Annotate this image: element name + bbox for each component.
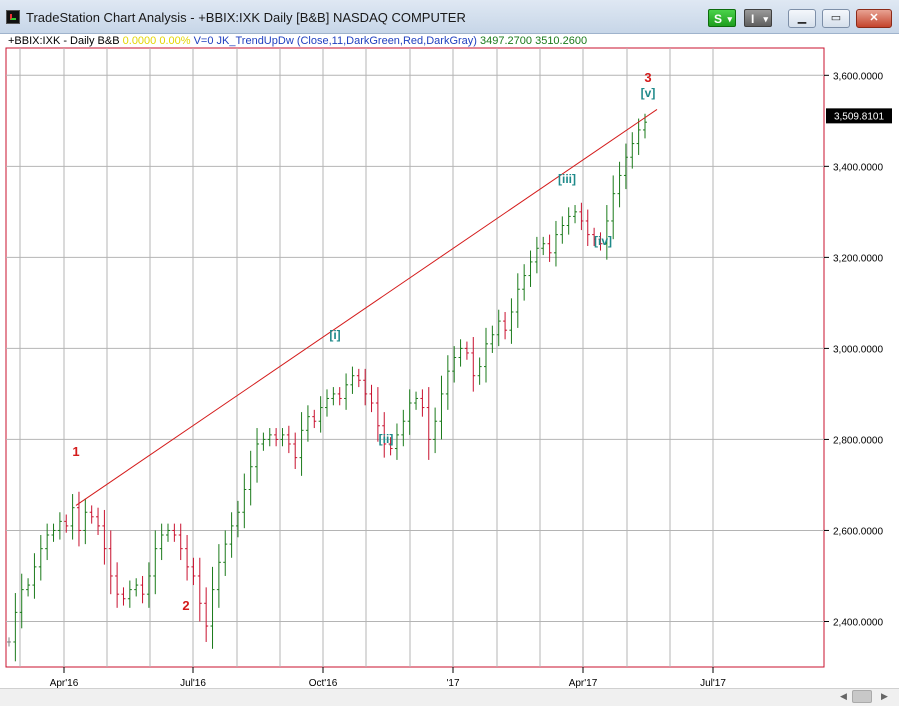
wave-label: 2 [182,598,189,613]
x-tick-label: Apr'16 [50,678,79,689]
maximize-icon: ▭ [830,12,842,24]
wave-label: [iii] [558,172,576,186]
y-tick-label: 3,600.0000 [833,71,883,82]
minimize-button[interactable]: ▁ [788,9,816,28]
trendline [75,109,658,506]
last-price-label: 3,509.8101 [834,111,884,122]
plot-border [5,47,825,668]
wave-label: 3 [644,70,651,85]
legend-symbol: +BBIX:IXK - Daily B&B [8,35,120,47]
wave-label: [ii] [379,432,394,446]
x-tick-label: Oct'16 [309,678,338,689]
legend-value2: 3510.2600 [535,35,588,47]
x-tick-label: Jul'16 [180,678,206,689]
horizontal-scrollbar[interactable] [0,688,899,706]
scroll-thumb[interactable] [852,690,872,703]
chart-legend: +BBIX:IXK - Daily B&B 0.0000 0.00% V=0 J… [8,35,587,47]
window-title: TradeStation Chart Analysis - +BBIX:IXK … [26,10,466,25]
y-tick-label: 3,400.0000 [833,162,883,173]
wave-label: [i] [329,328,340,342]
x-tick-label: Jul'17 [700,678,726,689]
close-button[interactable]: ✕ [856,9,892,28]
y-tick-label: 2,800.0000 [833,435,883,446]
scroll-left-icon[interactable]: ◀ [840,691,847,701]
tradestation-app-icon [6,10,20,24]
strategy-button[interactable]: S [708,9,736,28]
y-tick-label: 2,400.0000 [833,617,883,628]
x-tick-label: '17 [446,678,459,689]
close-icon: ✕ [869,12,879,24]
wave-label: [iv] [594,234,612,248]
y-tick-label: 3,000.0000 [833,344,883,355]
scroll-right-icon[interactable]: ▶ [881,691,888,701]
minimize-icon: ▁ [797,12,807,24]
x-tick-label: Apr'17 [569,678,598,689]
legend-indicator: V=0 JK_TrendUpDw (Close,11,DarkGreen,Red… [193,35,477,47]
title-bar: TradeStation Chart Analysis - +BBIX:IXK … [0,0,899,34]
wave-label: 1 [72,444,79,459]
maximize-button[interactable]: ▭ [822,9,850,28]
wave-label: [v] [641,86,656,100]
indicator-button[interactable]: I [744,9,772,28]
y-tick-label: 2,600.0000 [833,526,883,537]
legend-change: 0.0000 0.00% [122,35,191,47]
last-price-marker [826,108,892,124]
y-tick-label: 3,200.0000 [833,253,883,264]
legend-value1: 3497.2700 [480,35,533,47]
